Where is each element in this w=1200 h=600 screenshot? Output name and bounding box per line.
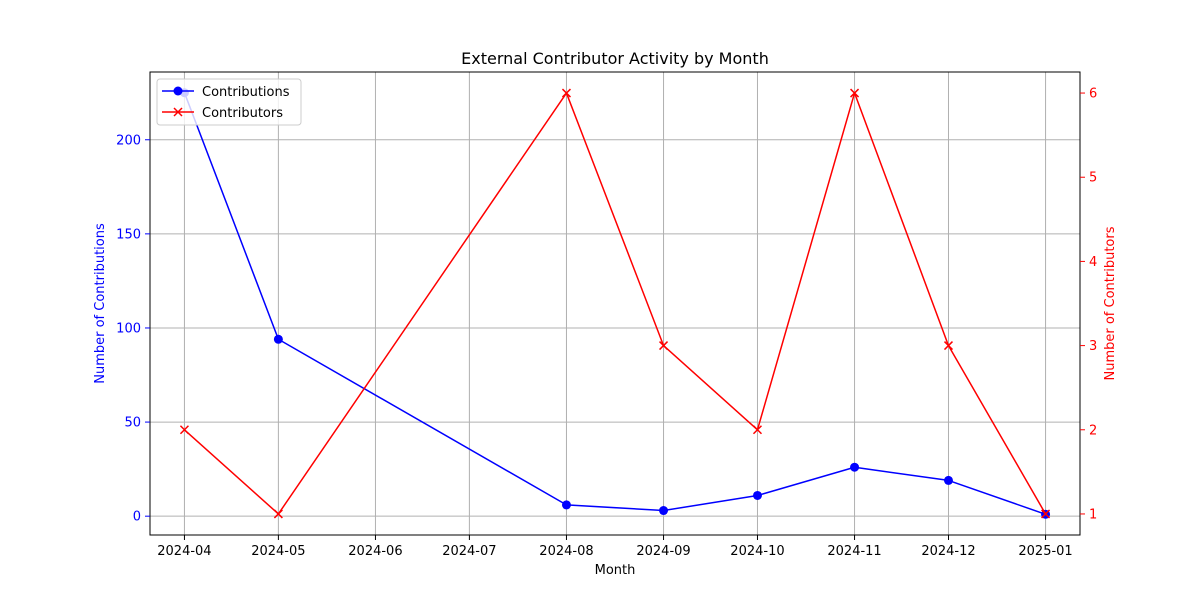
y-right-tick-label: 2 [1089,423,1097,438]
data-point-contributions [561,500,571,510]
legend-marker-contributors [173,107,183,117]
y-right-tick-label: 5 [1089,171,1097,186]
x-tick-label: 2024-11 [827,544,881,559]
data-point-contributions [659,506,669,516]
data-point-contributors [561,88,571,98]
chart-title: External Contributor Activity by Month [461,49,769,68]
data-point-contributors [752,425,763,435]
grid [150,72,1080,535]
data-point-contributions [943,475,953,485]
data-point-contributors [659,341,669,351]
data-point-contributors [943,341,954,351]
legend-label-contributions: Contributions [202,85,290,100]
series-layer [179,88,1051,519]
y-right-tick-label: 1 [1089,507,1097,522]
data-point-contributions [273,334,283,344]
x-tick-label: 2024-05 [251,544,305,559]
data-point-contributions [850,462,860,472]
x-tick-label: 2024-04 [157,544,211,559]
data-point-contributors [273,509,283,519]
y-left-tick-label: 200 [116,133,141,148]
x-tick-label: 2024-12 [921,544,975,559]
y-right-tick-label: 6 [1089,87,1097,102]
series-line-contributors [183,92,1047,515]
y-left-tick-label: 50 [124,416,141,431]
x-tick-label: 2024-09 [636,544,690,559]
legend-marker-contributions [173,86,183,96]
legend: Contributions Contributors [156,78,302,126]
y-right-tick-label: 4 [1089,255,1097,270]
y-left-tick-label: 0 [133,510,141,525]
ticks-layer: 2024-04 2024-05 2024-06 2024-07 2024-08 2024-… [116,87,1097,559]
data-point-contributors [850,88,860,98]
y-left-tick-label: 100 [116,321,141,336]
data-point-contributors [1041,509,1051,519]
x-tick-label: 2025-01 [1018,544,1072,559]
data-point-contributors [179,425,189,435]
x-tick-label: 2024-06 [348,544,402,559]
plot-frame [149,71,1081,536]
x-tick-label: 2024-08 [539,544,593,559]
x-tick-label: 2024-07 [442,544,496,559]
y-right-tick-label: 3 [1089,339,1097,354]
y-axis-right-title: Number of Contributors [1103,226,1118,380]
data-point-contributions [752,490,762,500]
y-axis-left-title: Number of Contributions [93,223,108,384]
y-left-tick-label: 150 [116,227,141,242]
x-axis-title: Month [595,563,636,578]
legend-label-contributors: Contributors [202,106,283,121]
series-line-contributions [183,92,1046,516]
x-tick-label: 2024-10 [730,544,784,559]
